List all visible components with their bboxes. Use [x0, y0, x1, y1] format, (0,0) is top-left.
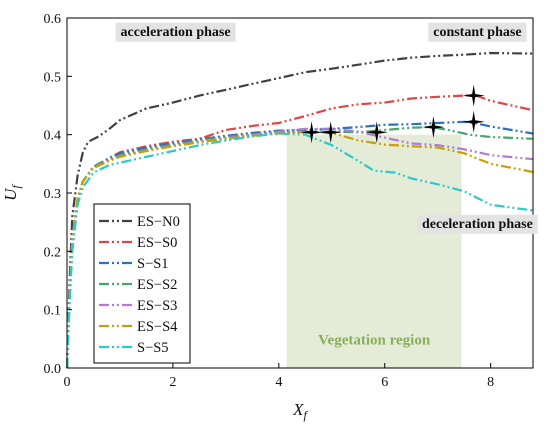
star-marker — [300, 121, 323, 144]
star-marker — [462, 110, 485, 133]
y-tick-label: 0.3 — [44, 187, 62, 202]
legend-entry: ES−S3 — [137, 298, 177, 314]
phase-label: acceleration phase — [115, 22, 236, 42]
star-marker — [319, 121, 342, 144]
x-tick-label: 4 — [275, 375, 282, 390]
x-axis-title: Xf — [292, 400, 308, 422]
legend-entry: ES−S4 — [137, 319, 178, 335]
star-marker — [462, 84, 485, 107]
legend-entry: ES−S2 — [137, 277, 177, 293]
phase-label-bg — [115, 22, 236, 42]
tick-layer: 0 2 4 6 8 0.0 0.1 0.2 0.3 0.4 0.5 0.6 — [44, 12, 495, 390]
phase-label-text: constant phase — [433, 25, 521, 40]
series-line — [65, 130, 534, 369]
legend-entry: S−S1 — [137, 256, 169, 272]
phase-layer: acceleration phase constant phase decelera… — [115, 22, 538, 234]
x-tick-label: 0 — [64, 375, 71, 390]
phase-label-text: acceleration phase — [121, 25, 231, 40]
phase-label-bg — [428, 22, 527, 42]
series-layer — [65, 51, 534, 369]
series-line — [65, 132, 534, 369]
legend-entry: ES−S0 — [137, 235, 177, 251]
marker-layer — [300, 84, 485, 144]
phase-label-text: deceleration phase — [422, 217, 533, 232]
legend-box — [93, 203, 191, 364]
phase-label-bg — [416, 214, 538, 234]
x-tick-label: 6 — [381, 375, 388, 390]
series-line — [65, 51, 534, 369]
legend: ES−N0 ES−S0 S−S1 ES−S2 ES−S3 ES−S4 S−S5 — [93, 203, 191, 364]
legend-entry: ES−N0 — [137, 214, 180, 230]
legend-entry: S−S5 — [137, 340, 169, 356]
vegetation-region — [286, 134, 462, 368]
y-tick-label: 0.1 — [44, 304, 62, 319]
y-tick-label: 0.5 — [44, 70, 62, 85]
y-tick-label: 0.0 — [44, 362, 62, 377]
x-tick-label: 8 — [487, 375, 494, 390]
y-tick-label: 0.6 — [44, 12, 62, 27]
y-tick-label: 0.2 — [44, 245, 62, 260]
phase-label: constant phase — [428, 22, 527, 42]
phase-label: deceleration phase — [416, 214, 538, 234]
y-axis-title: Uf — [1, 184, 23, 201]
x-tick-label: 2 — [169, 375, 176, 390]
star-marker — [365, 121, 388, 144]
y-tick-label: 0.4 — [44, 129, 62, 144]
vegetation-region-label: Vegetation region — [318, 333, 431, 349]
star-marker — [422, 116, 445, 139]
